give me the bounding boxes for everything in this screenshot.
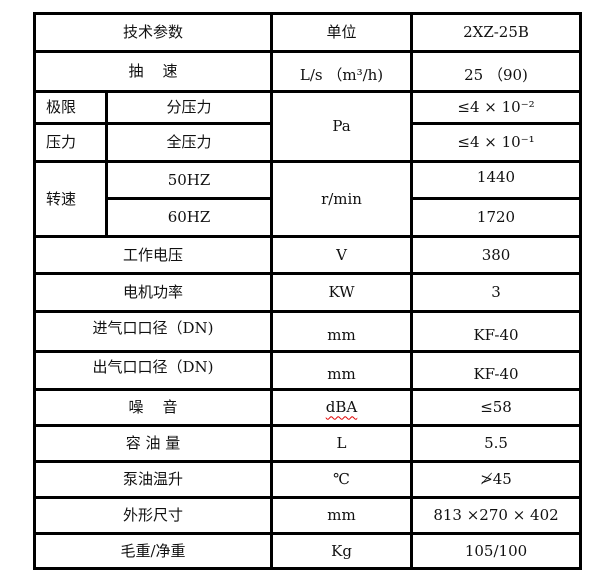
row-value: KF-40 — [410, 350, 583, 391]
row-label: 毛重/净重 — [32, 532, 274, 570]
row-label: 工作电压 — [32, 235, 274, 275]
row-value: ≤58 — [410, 388, 583, 427]
table-row: 电机功率 KW 3 — [32, 272, 583, 313]
row-unit: r/min — [270, 160, 414, 238]
row-value: 105/100 — [410, 532, 583, 570]
row-value: 5.5 — [410, 424, 583, 463]
table-row: 容 油 量 L 5.5 — [32, 424, 583, 463]
row-label: 60HZ — [104, 197, 274, 238]
table-row: 60HZ 1720 — [35, 197, 583, 238]
row-value: ≤4 × 10⁻¹ — [410, 122, 583, 163]
header-unit: 单位 — [270, 12, 414, 53]
header-param: 技术参数 — [32, 12, 274, 53]
row-value: 380 — [410, 235, 583, 275]
row-label: 全压力 — [104, 122, 274, 163]
header-model: 2XZ-25B — [410, 12, 583, 53]
row-unit: mm — [270, 310, 414, 353]
row-unit: mm — [270, 496, 414, 535]
table-row: 出气口口径（DN) mm KF-40 — [32, 350, 583, 391]
table-row: 抽 速 L/s （m³/h) 25 （90) — [32, 50, 583, 93]
row-value: 1720 — [410, 197, 583, 238]
table-row: 毛重/净重 Kg 105/100 — [32, 532, 583, 570]
group-label-line1: 极限 — [33, 90, 108, 125]
table-header-row: 技术参数 单位 2XZ-25B — [32, 12, 583, 53]
table-row: 噪 音 dBA ≤58 — [32, 388, 583, 427]
row-label: 电机功率 — [32, 272, 274, 313]
table-row: 泵油温升 ℃ ≯45 — [32, 460, 583, 499]
row-unit: V — [270, 235, 414, 275]
row-label: 噪 音 — [32, 388, 274, 427]
table-row: 转速 50HZ r/min 1440 — [33, 160, 583, 238]
spec-table: 技术参数 单位 2XZ-25B 抽 速 L/s （m³/h) 25 （90) 极… — [32, 12, 583, 570]
row-unit: ℃ — [270, 460, 414, 499]
group-label-line2: 压力 — [33, 122, 108, 163]
row-label: 抽 速 — [32, 50, 274, 93]
row-label: 分压力 — [104, 90, 274, 125]
row-unit: mm — [270, 350, 414, 391]
row-value: KF-40 — [410, 310, 583, 353]
row-unit: dBA — [270, 388, 414, 427]
row-unit: L — [270, 424, 414, 463]
row-label: 泵油温升 — [32, 460, 274, 499]
row-value: ≤4 × 10⁻² — [410, 90, 583, 125]
table-row: 外形尺寸 mm 813 ×270 × 402 — [32, 496, 583, 535]
row-value: 813 ×270 × 402 — [410, 496, 583, 535]
table-row: 工作电压 V 380 — [32, 235, 583, 275]
group-label: 转速 — [33, 160, 108, 238]
row-value: 1440 — [410, 160, 583, 200]
row-label: 容 油 量 — [32, 424, 274, 463]
row-unit: Pa — [270, 90, 414, 163]
row-unit: L/s （m³/h) — [270, 50, 414, 93]
row-value: ≯45 — [410, 460, 583, 499]
spellcheck-underlined-unit: dBA — [325, 398, 358, 417]
row-label: 出气口口径（DN) — [32, 350, 274, 391]
row-label: 50HZ — [104, 160, 274, 200]
table-row: 压力 全压力 ≤4 × 10⁻¹ — [33, 122, 583, 163]
row-label: 进气口口径（DN) — [32, 310, 274, 353]
row-value: 25 （90) — [410, 50, 583, 93]
row-unit: KW — [270, 272, 414, 313]
table-row: 极限 分压力 Pa ≤4 × 10⁻² — [33, 90, 583, 163]
row-label: 外形尺寸 — [32, 496, 274, 535]
row-unit: Kg — [270, 532, 414, 570]
table-row: 进气口口径（DN) mm KF-40 — [32, 310, 583, 353]
row-value: 3 — [410, 272, 583, 313]
